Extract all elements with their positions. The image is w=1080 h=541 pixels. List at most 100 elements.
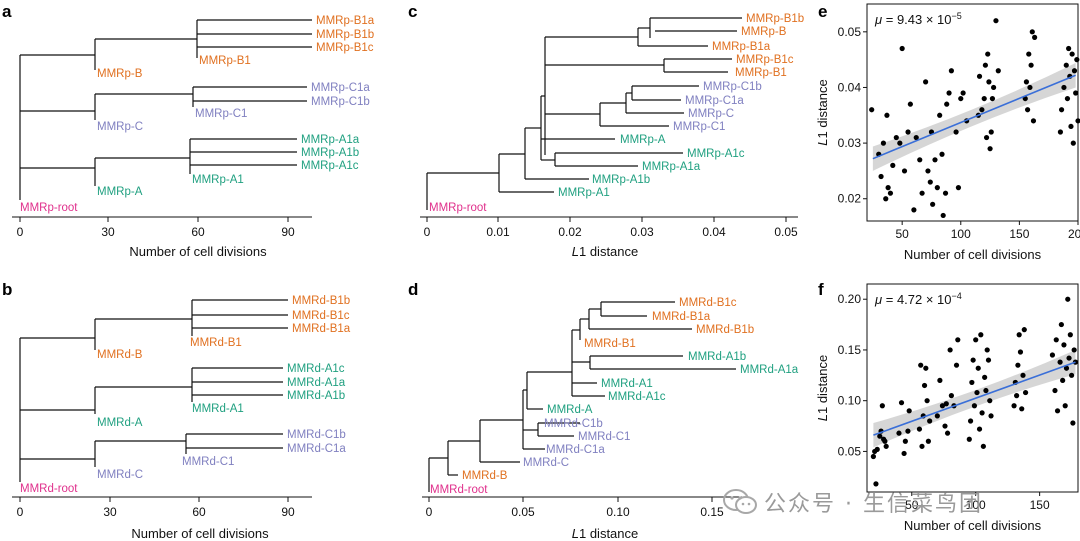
data-point <box>976 73 983 79</box>
data-point <box>937 377 943 383</box>
data-point <box>873 481 879 487</box>
leaf-label: MMRd-C1 <box>182 456 234 468</box>
data-point <box>1020 372 1026 378</box>
data-point <box>944 101 950 107</box>
data-point <box>883 443 889 449</box>
data-point <box>869 107 875 113</box>
x-axis-title: Number of cell divisions <box>131 526 269 541</box>
data-point <box>1011 403 1017 409</box>
data-point <box>1019 406 1025 412</box>
data-point <box>899 45 905 52</box>
data-point <box>942 423 948 429</box>
data-point <box>982 374 988 380</box>
data-point <box>991 84 997 91</box>
leaf-label: MMRd-B1 <box>584 338 636 350</box>
leaf-label: MMRd-A1b <box>688 351 746 363</box>
leaf-label: MMRd-C1b <box>544 418 603 430</box>
data-point <box>980 443 986 449</box>
data-point <box>884 112 890 118</box>
y-tick-label: 0.04 <box>838 80 862 94</box>
data-point <box>1070 420 1076 426</box>
y-tick-label: 0.03 <box>838 136 862 150</box>
data-point <box>1016 332 1022 338</box>
x-axis-title: Number of cell divisions <box>904 518 1042 533</box>
x-tick-label: 200 <box>1068 227 1080 241</box>
data-point <box>1071 68 1078 74</box>
leaf-label: MMRp-C <box>97 121 143 133</box>
x-tick-label: 50 <box>895 227 909 241</box>
leaf-label: MMRp-A1b <box>592 174 650 186</box>
data-point <box>1015 362 1021 368</box>
x-axis-title: L1 distance <box>572 244 639 259</box>
leaf-label: MMRp-A <box>97 186 143 198</box>
data-point <box>1060 377 1066 383</box>
panel-letter-d: d <box>408 280 419 299</box>
data-point <box>921 382 928 389</box>
data-point <box>953 362 960 368</box>
data-point <box>960 90 966 96</box>
leaf-label: MMRp-A <box>620 134 666 146</box>
data-point <box>917 157 923 163</box>
data-point <box>885 185 891 191</box>
data-point <box>905 129 911 135</box>
watermark: 公众号 · 生信菜鸟团 <box>722 485 1076 519</box>
data-point <box>913 134 919 141</box>
leaf-label: MMRd-A <box>547 404 593 416</box>
data-point <box>985 357 992 363</box>
data-point <box>898 400 905 406</box>
data-point <box>932 157 938 163</box>
data-point <box>983 387 989 394</box>
leaf-label: MMRp-root <box>20 202 78 214</box>
panel-letter-e: e <box>818 2 828 21</box>
x-tick-label: 0.04 <box>702 225 726 239</box>
leaf-label: MMRp-C1a <box>685 95 744 107</box>
data-point <box>987 146 993 152</box>
data-point <box>970 357 976 363</box>
data-point <box>927 179 933 185</box>
panel-letter-b: b <box>2 280 13 299</box>
data-point <box>971 403 978 409</box>
data-point <box>1014 393 1020 399</box>
data-point <box>993 18 999 24</box>
data-point <box>1075 118 1080 124</box>
x-tick-label: 150 <box>1030 498 1050 512</box>
scatter-panel-e: 50 100 150 200 0.02 0.03 0.04 0.05 μ = 9.43 × 10… <box>815 3 1080 262</box>
data-point <box>925 438 931 444</box>
leaf-label: MMRd-A1c <box>287 363 345 375</box>
y-tick-label: 0.15 <box>838 343 862 357</box>
data-point <box>984 347 990 353</box>
leaf-label: MMRd-B <box>97 349 143 361</box>
data-point <box>896 430 902 436</box>
leaf-label: MMRd-B1a <box>652 311 711 323</box>
data-point <box>1027 84 1033 91</box>
data-point <box>870 453 876 460</box>
leaf-label: MMRp-B1 <box>735 67 787 79</box>
data-point <box>893 134 899 141</box>
data-point <box>916 426 923 432</box>
x-tick-label: 0.01 <box>486 225 510 239</box>
leaf-label: MMRp-A1c <box>687 148 745 160</box>
data-point <box>1017 349 1024 355</box>
x-tick-label: 50 <box>905 498 919 512</box>
data-point <box>1058 321 1064 328</box>
data-point <box>989 95 996 102</box>
data-point <box>925 168 931 174</box>
leaf-label: MMRp-A1b <box>301 147 359 159</box>
data-point <box>1067 332 1073 338</box>
x-axis-title: Number of cell divisions <box>129 244 267 259</box>
leaf-label: MMRp-B <box>741 26 787 38</box>
y-axis-title: L1 distance <box>815 79 830 146</box>
plot-frame <box>866 3 1079 222</box>
data-point <box>1063 62 1069 68</box>
data-point <box>1061 342 1067 348</box>
x-tick-label: 0.10 <box>606 505 630 519</box>
scatter-panel-f: 50 100 150 0.05 0.10 0.15 0.20 μ = 4.72 × 10−4 N… <box>815 283 1079 533</box>
data-point <box>1030 118 1037 124</box>
data-point <box>1073 90 1079 96</box>
x-tick-label: 60 <box>192 505 206 519</box>
data-point <box>1069 372 1075 378</box>
y-axis-title: L1 distance <box>815 355 830 422</box>
panel-letter-a: a <box>2 2 12 21</box>
